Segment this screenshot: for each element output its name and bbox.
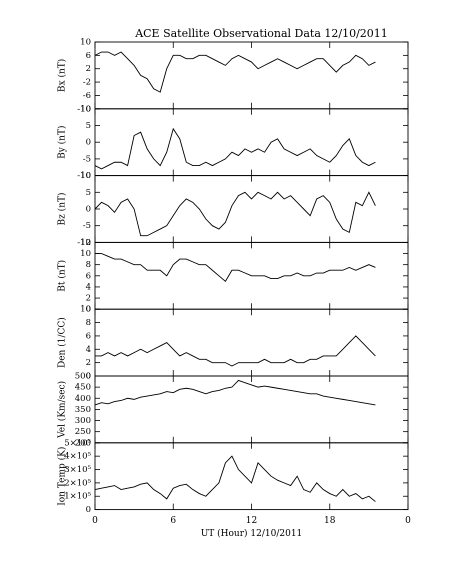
y-tick-label: 0	[86, 505, 91, 515]
y-tick-label: 5	[86, 121, 91, 131]
y-axis-label: Vel (Km/sec)	[57, 381, 68, 439]
panel-frame	[94, 308, 409, 377]
x-tick-label: 0	[405, 516, 411, 526]
y-tick-label: 250	[75, 427, 91, 437]
y-tick-label: 8	[86, 260, 91, 270]
y-tick-label: 3×10⁵	[64, 465, 91, 475]
x-tick-label: 12	[246, 516, 257, 526]
y-tick-label: 0	[86, 372, 91, 382]
y-tick-label: 5×10⁵	[64, 438, 91, 448]
y-tick-label: 500	[75, 372, 91, 382]
data-line	[95, 335, 376, 367]
y-tick-label: -5	[83, 154, 91, 164]
data-line	[95, 253, 376, 283]
y-tick-label: 1×10⁵	[64, 492, 91, 502]
y-tick-label: 4×10⁵	[64, 452, 91, 462]
y-tick-label: -10	[77, 171, 91, 181]
y-tick-label: -6	[83, 91, 91, 101]
y-tick-label: 2	[86, 64, 91, 74]
x-tick-label: 6	[170, 516, 176, 526]
y-tick-label: 10	[80, 305, 91, 315]
y-tick-label: 12	[80, 238, 91, 248]
y-tick-label: 4	[86, 345, 91, 355]
panel-frame	[94, 108, 409, 177]
data-line	[94, 455, 376, 502]
y-tick-label: 2	[86, 358, 91, 368]
y-tick-label: 450	[75, 383, 91, 393]
y-tick-label: 6	[86, 331, 91, 341]
y-axis-label: Bz (nT)	[57, 192, 68, 225]
chart-title: ACE Satellite Observational Data 12/10/2…	[134, 27, 388, 40]
y-tick-label: 0	[86, 205, 91, 215]
y-tick-label: -10	[77, 238, 91, 248]
panel-frame	[94, 41, 409, 110]
x-axis-label: UT (Hour) 12/10/2011	[201, 528, 303, 539]
y-tick-label: 4	[86, 282, 91, 292]
y-tick-label: 350	[75, 405, 91, 415]
data-line	[94, 127, 376, 170]
y-tick-label: -10	[77, 104, 91, 114]
y-tick-label: 8	[86, 318, 91, 328]
y-axis-label: Den (1/CC)	[57, 317, 68, 368]
y-tick-label: 2×10⁵	[64, 478, 91, 488]
x-tick-label: 18	[324, 516, 336, 526]
y-tick-label: 2	[86, 294, 91, 304]
data-line	[94, 51, 376, 93]
y-tick-label: 10	[80, 171, 91, 181]
x-tick-label: 0	[92, 516, 98, 526]
y-axis-label: Bx (nT)	[57, 59, 68, 92]
y-tick-label: 5	[86, 188, 91, 198]
y-tick-label: 400	[75, 394, 91, 404]
y-tick-label: 10	[80, 38, 91, 48]
y-tick-label: 0	[86, 305, 91, 315]
y-tick-label: 6	[86, 271, 91, 281]
data-line	[94, 379, 376, 406]
y-tick-label: -2	[83, 78, 91, 88]
y-tick-label: 0	[86, 138, 91, 148]
y-tick-label: 200	[75, 438, 91, 448]
y-tick-label: -5	[83, 221, 91, 231]
y-tick-label: 300	[75, 416, 91, 426]
y-tick-label: 10	[80, 104, 91, 114]
y-tick-label: 10	[80, 249, 91, 259]
panel-frame	[94, 442, 409, 511]
panel-frame	[94, 175, 409, 243]
y-tick-label: 6	[86, 51, 91, 61]
panel-frame	[94, 375, 409, 444]
y-axis-label: Ion Temp (K)	[57, 447, 68, 506]
y-axis-label: By (nT)	[57, 126, 68, 159]
y-axis-label: Bt (nT)	[57, 260, 68, 292]
data-line	[94, 191, 376, 237]
